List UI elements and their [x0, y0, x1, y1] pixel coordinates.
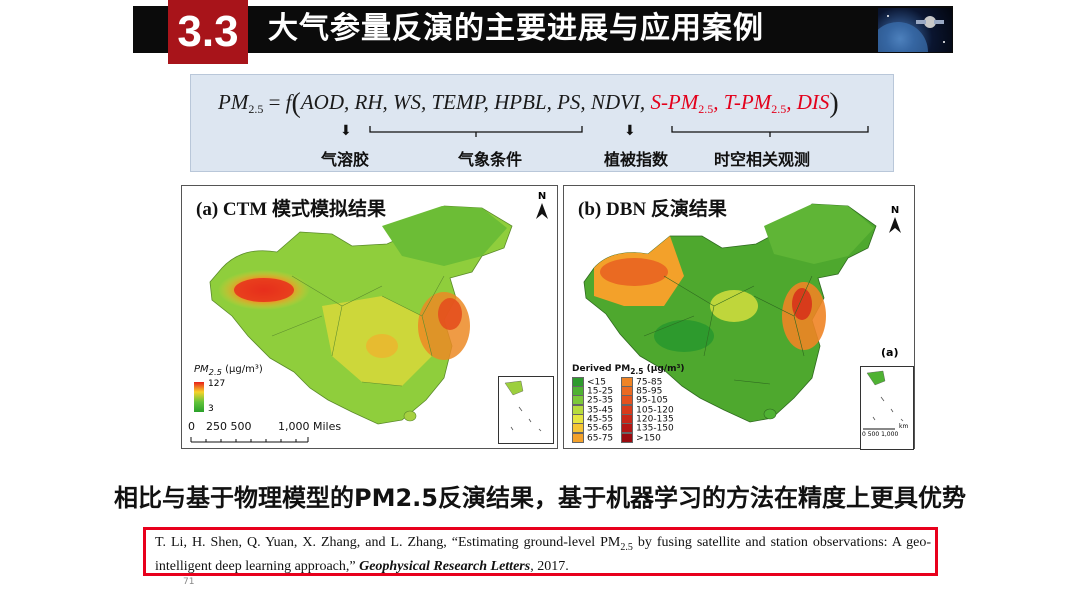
north-arrow-icon: N — [533, 192, 551, 223]
legend-label: 25-35 — [587, 395, 614, 406]
map-panel-dbn: (b) DBN 反演结果 N (a) Derived PM2.5 (μg/m³)… — [563, 185, 915, 450]
pm25-formula: PM2.5 = f(AOD, RH, WS, TEMP, HPBL, PS, N… — [218, 88, 839, 119]
legend-min-label: 3 — [208, 404, 214, 414]
legend-item: 55-65 — [572, 423, 614, 434]
title-bar — [133, 6, 953, 53]
scale-label-max: 1,000 Miles — [278, 420, 342, 433]
panel-tag: (a) — [881, 346, 899, 359]
legend-label: 65-75 — [587, 433, 614, 444]
legend-dbn: Derived PM2.5 (μg/m³) <15 15-25 25-35 35-45… — [572, 364, 685, 444]
arrow-down-icon: ⬇ — [624, 123, 636, 139]
formula-braces — [369, 126, 869, 137]
legend-label: 35-45 — [587, 405, 614, 416]
legend-left-column: <15 15-25 25-35 35-45 45-55 55-65 65-75 — [572, 376, 614, 444]
arrow-down-icon: ⬇ — [340, 123, 352, 139]
china-map-dbn — [583, 203, 877, 423]
legend-swatch — [621, 432, 634, 443]
legend-item: 120-135 — [621, 413, 674, 425]
map-title-ctm: (a) CTM 模式模拟结果 — [196, 199, 386, 220]
legend-item: 45-55 — [572, 413, 614, 425]
inset-scale-label: 0 500 1,000 — [862, 431, 899, 438]
legend-label: 135-150 — [636, 423, 674, 434]
legend-right-column: 75-85 85-95 95-105 105-120 120-135 135-150 >15… — [621, 376, 674, 444]
conclusion-text: 相比与基于物理模型的PM2.5反演结果，基于机器学习的方法在精度上更具优势 — [114, 484, 966, 512]
legend-item: 95-105 — [621, 395, 674, 406]
legend-item: 25-35 — [572, 395, 614, 406]
legend-item: 65-75 — [572, 432, 614, 444]
section-number: 3.3 — [168, 0, 248, 64]
legend-label: 85-95 — [636, 386, 663, 397]
formula-panel — [190, 74, 894, 172]
legend-label: 45-55 — [587, 414, 614, 425]
legend-title-dbn: Derived PM2.5 (μg/m³) — [572, 364, 685, 376]
legend-label: 15-25 — [587, 386, 614, 397]
legend-item: >150 — [621, 432, 674, 444]
group-label-meteorology: 气象条件 — [458, 150, 523, 169]
north-arrow-icon: N — [886, 206, 904, 237]
page-number: 71 — [183, 577, 195, 587]
map-panel-ctm: (a) CTM 模式模拟结果 N PM2.5 (μg/m³) 127 3 0 2… — [181, 185, 558, 449]
legend-swatch — [572, 432, 584, 443]
legend-label: 120-135 — [636, 414, 674, 425]
legend-label: 95-105 — [636, 395, 669, 406]
south-china-sea-inset: 0 500 1,000 km — [860, 366, 914, 450]
reference-box — [143, 527, 938, 576]
south-china-sea-inset — [498, 376, 554, 444]
group-label-vegetation: 植被指数 — [604, 150, 669, 169]
legend-label: 75-85 — [636, 377, 663, 388]
legend-item: 85-95 — [621, 386, 674, 397]
china-map-ctm — [209, 205, 513, 425]
legend-item: 15-25 — [572, 386, 614, 397]
legend-max-label: 127 — [208, 379, 226, 389]
legend-title-ctm: PM2.5 (μg/m³) — [194, 364, 263, 377]
legend-label: <15 — [587, 377, 606, 388]
legend-item: <15 — [572, 376, 613, 388]
legend-item: 75-85 — [621, 376, 674, 388]
scale-label-mid: 250 500 — [206, 420, 252, 433]
group-label-spatiotemporal: 时空相关观测 — [714, 150, 811, 169]
legend-item: 105-120 — [621, 404, 674, 416]
slide-title: 大气参量反演的主要进展与应用案例 — [268, 11, 764, 46]
legend-color-bar — [194, 382, 204, 412]
legend-label: 105-120 — [636, 405, 674, 416]
legend-label: >150 — [636, 433, 661, 444]
legend-item: 35-45 — [572, 404, 614, 416]
map-title-dbn: (b) DBN 反演结果 — [578, 199, 727, 220]
reference-text: T. Li, H. Shen, Q. Yuan, X. Zhang, and L… — [155, 535, 931, 574]
legend-item: 135-150 — [621, 423, 674, 434]
legend-label: 55-65 — [587, 423, 614, 434]
inset-scale-unit: km — [899, 423, 909, 430]
scale-label-zero: 0 — [188, 420, 195, 433]
scale-bar — [190, 437, 309, 443]
group-label-aerosol: 气溶胶 — [321, 150, 370, 169]
